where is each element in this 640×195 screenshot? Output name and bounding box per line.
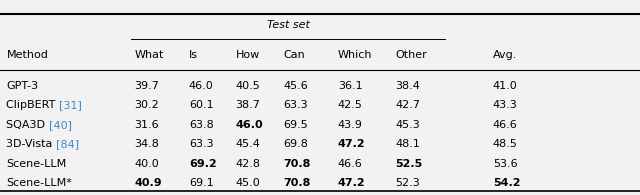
- Text: 69.2: 69.2: [189, 159, 216, 169]
- Text: ClipBERT: ClipBERT: [6, 100, 60, 110]
- Text: 42.7: 42.7: [396, 100, 420, 110]
- Text: GPT-3: GPT-3: [6, 81, 38, 91]
- Text: How: How: [236, 50, 260, 60]
- Text: 70.8: 70.8: [284, 159, 311, 169]
- Text: 46.0: 46.0: [236, 120, 263, 130]
- Text: 40.5: 40.5: [236, 81, 260, 91]
- Text: Other: Other: [396, 50, 428, 60]
- Text: 46.0: 46.0: [189, 81, 214, 91]
- Text: 52.5: 52.5: [396, 159, 423, 169]
- Text: 40.0: 40.0: [134, 159, 159, 169]
- Text: Scene-LLM*: Scene-LLM*: [6, 178, 72, 188]
- Text: 39.7: 39.7: [134, 81, 159, 91]
- Text: [84]: [84]: [56, 139, 79, 149]
- Text: What: What: [134, 50, 164, 60]
- Text: 70.8: 70.8: [284, 178, 311, 188]
- Text: Scene-LLM: Scene-LLM: [6, 159, 67, 169]
- Text: [31]: [31]: [60, 100, 82, 110]
- Text: 30.2: 30.2: [134, 100, 159, 110]
- Text: 69.8: 69.8: [284, 139, 308, 149]
- Text: 46.6: 46.6: [493, 120, 518, 130]
- Text: 34.8: 34.8: [134, 139, 159, 149]
- Text: 47.2: 47.2: [338, 139, 365, 149]
- Text: 40.9: 40.9: [134, 178, 162, 188]
- Text: 45.6: 45.6: [284, 81, 308, 91]
- Text: 41.0: 41.0: [493, 81, 518, 91]
- Text: 48.5: 48.5: [493, 139, 518, 149]
- Text: Which: Which: [338, 50, 372, 60]
- Text: [40]: [40]: [49, 120, 72, 130]
- Text: 38.7: 38.7: [236, 100, 260, 110]
- Text: 46.6: 46.6: [338, 159, 363, 169]
- Text: Method: Method: [6, 50, 48, 60]
- Text: 42.8: 42.8: [236, 159, 260, 169]
- Text: 48.1: 48.1: [396, 139, 420, 149]
- Text: 45.0: 45.0: [236, 178, 260, 188]
- Text: 47.2: 47.2: [338, 178, 365, 188]
- Text: 38.4: 38.4: [396, 81, 420, 91]
- Text: 63.8: 63.8: [189, 120, 214, 130]
- Text: 54.2: 54.2: [493, 178, 520, 188]
- Text: Test set: Test set: [267, 20, 309, 30]
- Text: Avg.: Avg.: [493, 50, 517, 60]
- Text: 45.4: 45.4: [236, 139, 260, 149]
- Text: 69.1: 69.1: [189, 178, 214, 188]
- Text: 43.3: 43.3: [493, 100, 518, 110]
- Text: 52.3: 52.3: [396, 178, 420, 188]
- Text: Is: Is: [189, 50, 198, 60]
- Text: 43.9: 43.9: [338, 120, 363, 130]
- Text: Can: Can: [284, 50, 305, 60]
- Text: 3D-Vista: 3D-Vista: [6, 139, 56, 149]
- Text: 36.1: 36.1: [338, 81, 362, 91]
- Text: 31.6: 31.6: [134, 120, 159, 130]
- Text: 69.5: 69.5: [284, 120, 308, 130]
- Text: 63.3: 63.3: [284, 100, 308, 110]
- Text: 42.5: 42.5: [338, 100, 363, 110]
- Text: 45.3: 45.3: [396, 120, 420, 130]
- Text: 60.1: 60.1: [189, 100, 213, 110]
- Text: 63.3: 63.3: [189, 139, 213, 149]
- Text: 53.6: 53.6: [493, 159, 517, 169]
- Text: SQA3D: SQA3D: [6, 120, 49, 130]
